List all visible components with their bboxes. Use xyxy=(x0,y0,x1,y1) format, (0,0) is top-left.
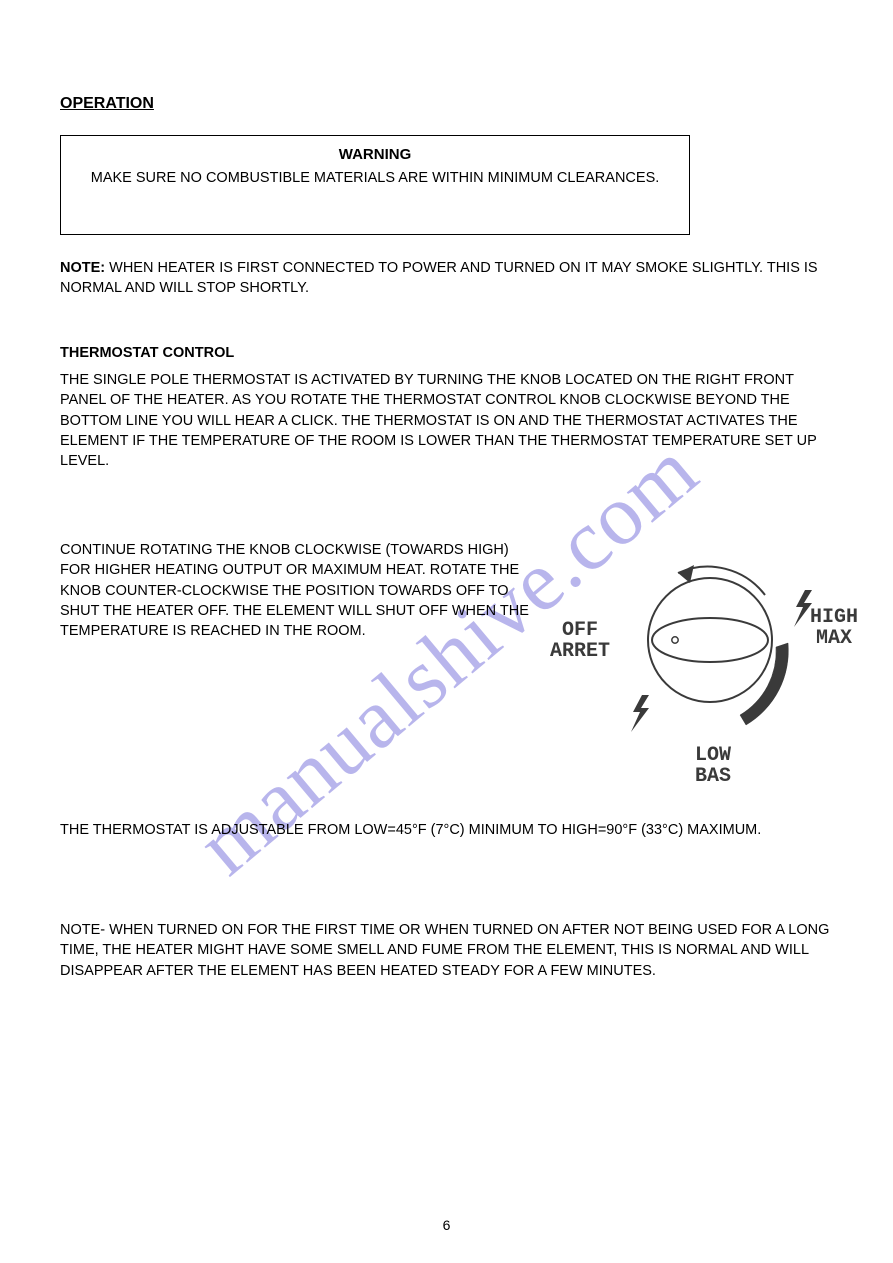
dial-outer-circle xyxy=(648,578,772,702)
dial-off-line2: ARRET xyxy=(550,640,610,663)
dial-off-line1: OFF xyxy=(562,619,598,642)
page-number: 6 xyxy=(0,1217,893,1233)
dial-low-label: LOW BAS xyxy=(695,745,731,787)
thermostat-note-paragraph: NOTE- WHEN TURNED ON FOR THE FIRST TIME … xyxy=(60,920,840,981)
section-title: OPERATION xyxy=(60,95,154,113)
dial-knob xyxy=(652,618,768,662)
thermostat-heading: THERMOSTAT CONTROL xyxy=(60,345,234,361)
thermostat-dial: OFF ARRET HIGH MAX LOW BAS xyxy=(560,535,860,775)
dial-high-line1: HIGH xyxy=(810,606,858,629)
thermostat-paragraph-1: THE SINGLE POLE THERMOSTAT IS ACTIVATED … xyxy=(60,370,840,471)
page: manualshive.com OPERATION WARNING MAKE S… xyxy=(0,0,893,1263)
warning-text: MAKE SURE NO COMBUSTIBLE MATERIALS ARE W… xyxy=(75,169,675,189)
thermostat-paragraph-2: CONTINUE ROTATING THE KNOB CLOCKWISE (TO… xyxy=(60,540,540,641)
dial-high-label: HIGH MAX xyxy=(810,607,858,649)
dial-low-line2: BAS xyxy=(695,765,731,788)
dial-off-label: OFF ARRET xyxy=(550,620,610,662)
dial-high-line2: MAX xyxy=(816,627,852,650)
thermostat-paragraph-3: THE THERMOSTAT IS ADJUSTABLE FROM LOW=45… xyxy=(60,820,840,840)
dial-sweep-arc xyxy=(740,643,788,725)
warning-heading: WARNING xyxy=(75,146,675,163)
note-block: NOTE: WHEN HEATER IS FIRST CONNECTED TO … xyxy=(60,258,840,299)
dial-low-line1: LOW xyxy=(695,744,731,767)
warning-box: WARNING MAKE SURE NO COMBUSTIBLE MATERIA… xyxy=(60,135,690,235)
note-heading: NOTE: xyxy=(60,260,105,276)
dial-indicator-hole xyxy=(672,637,678,643)
note-text: WHEN HEATER IS FIRST CONNECTED TO POWER … xyxy=(60,260,818,296)
lightning-bolt-low-icon xyxy=(631,695,649,732)
